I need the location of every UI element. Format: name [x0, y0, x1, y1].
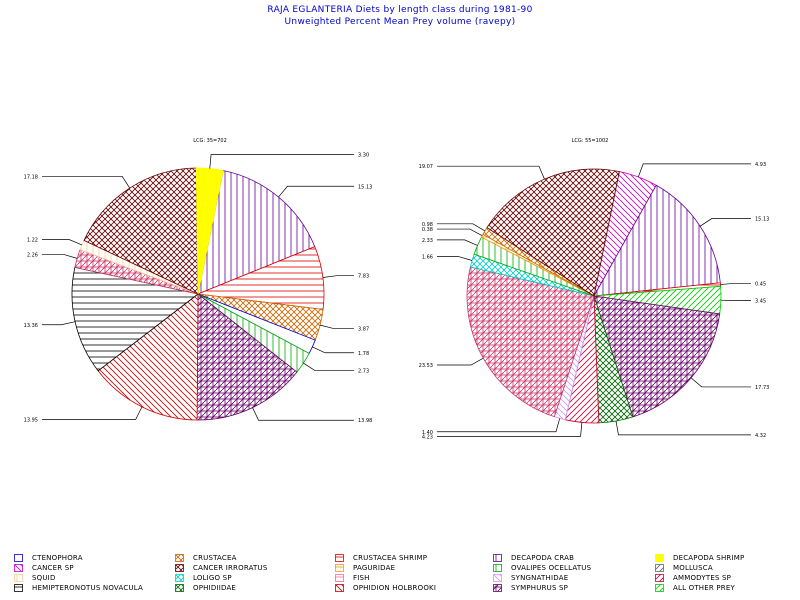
leader-line: [690, 377, 751, 388]
slice-value-label: 15.13: [755, 217, 769, 223]
leader-line: [312, 346, 354, 354]
pie-slice-ophidion-holbrooki: [97, 293, 199, 421]
slice-value-label: 2.33: [422, 238, 433, 244]
pie-chart-1: LCG: 35=702 15.13 7.83 3.87 1.78 2.73 13.98 13.…: [24, 138, 373, 424]
leader-line: [437, 418, 561, 433]
slice-value-label: 2.73: [358, 369, 369, 375]
slice-value-label: 0.38: [422, 227, 433, 233]
slice-value-label: 13.36: [24, 323, 38, 329]
slice-value-label: 17.73: [755, 385, 769, 391]
slice-value-label: 3.87: [358, 327, 369, 333]
slice-value-label: 2.26: [27, 252, 38, 258]
pie-slice-symphurus-sp: [196, 293, 298, 421]
leader-line: [437, 422, 583, 437]
pie-slice-cancer-irroratus: [486, 168, 620, 297]
slice-value-label: 0.45: [755, 281, 766, 287]
leader-line: [699, 218, 751, 227]
leader-line: [320, 324, 354, 329]
pie-header: LCG: 55=1002: [572, 138, 609, 144]
slice-value-label: 1.40: [422, 430, 433, 436]
pie-slice-cancer-irroratus: [83, 167, 199, 295]
leader-line: [720, 282, 751, 285]
slice-value-label: 3.30: [358, 153, 369, 159]
pie-slice-decapoda-shrimp: [195, 167, 224, 295]
pie-slice-symphurus-sp: [593, 295, 721, 418]
leader-line: [42, 406, 143, 420]
leader-line: [437, 165, 545, 180]
leader-line: [437, 256, 473, 261]
slice-value-label: 13.95: [24, 417, 38, 423]
leader-line: [42, 254, 78, 259]
slice-value-label: 13.98: [358, 418, 372, 424]
chart-title: RAJA EGLANTERIA Diets by length class du…: [267, 5, 533, 15]
slice-value-label: 15.13: [358, 184, 372, 190]
pie-header: LCG: 35=702: [193, 138, 227, 144]
slice-value-label: 1.78: [358, 351, 369, 357]
leader-line: [303, 362, 354, 372]
leader-line: [437, 228, 483, 237]
pie-slice-mollusca: [466, 266, 595, 418]
slice-value-label: 23.53: [419, 363, 433, 369]
slice-value-label: 4.93: [755, 162, 766, 168]
slice-value-label: 0.98: [422, 222, 433, 228]
leader-line: [437, 239, 478, 246]
slice-value-label: 17.18: [24, 174, 38, 180]
leader-line: [437, 223, 486, 232]
leader-line: [637, 163, 751, 178]
pie-chart-2: LCG: 55=1002 4.93 15.13 0.45 3.45 17.73 4.32 4.…: [419, 138, 770, 440]
pie-slice-decapoda-crab: [593, 184, 721, 297]
pie-slice-decapoda-crab: [197, 170, 316, 295]
slice-value-label: 4.32: [755, 433, 766, 439]
slice-value-label: 3.45: [755, 299, 766, 305]
leader-line: [322, 275, 354, 278]
leader-line: [278, 185, 354, 198]
slice-value-label: 1.66: [422, 255, 433, 261]
slice-value-label: 1.22: [27, 238, 38, 244]
leader-line: [437, 357, 484, 366]
leader-line: [252, 407, 354, 421]
leader-line: [615, 421, 751, 436]
leader-line: [42, 175, 131, 189]
slice-value-label: 4.23: [422, 434, 433, 440]
leader-line: [42, 239, 83, 246]
leader-line: [209, 154, 354, 169]
slice-value-label: 19.07: [419, 164, 433, 170]
slice-value-label: 7.83: [358, 274, 369, 280]
chart-subtitle: Unweighted Percent Mean Prey volume (rav…: [284, 17, 516, 27]
leader-line: [42, 321, 76, 326]
